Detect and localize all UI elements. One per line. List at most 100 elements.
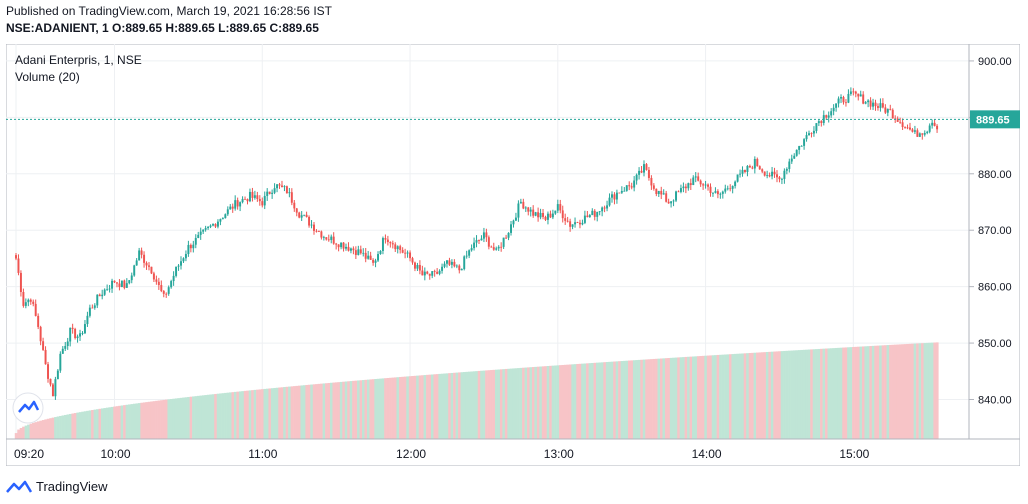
volume-bar: [857, 346, 860, 439]
volume-bar: [39, 420, 43, 439]
volume-bar: [733, 353, 737, 439]
low-value: 889.65: [229, 21, 267, 35]
volume-bar: [785, 350, 789, 439]
candle-body: [842, 97, 845, 103]
chart-frame[interactable]: 900.00890.00880.00870.00860.00850.00840.…: [5, 43, 1021, 467]
volume-bar: [847, 347, 850, 439]
volume-bar: [359, 380, 363, 439]
candle-body: [618, 192, 621, 194]
volume-bar: [716, 354, 720, 439]
candle-body: [369, 255, 372, 260]
tradingview-brand[interactable]: TradingView: [36, 479, 108, 494]
volume-bar: [123, 405, 126, 439]
candle-body: [583, 215, 586, 223]
candle-body: [815, 123, 818, 131]
candle-body: [601, 207, 604, 212]
volume-bar: [829, 348, 833, 439]
volume-bar: [588, 363, 592, 439]
volume-bar: [921, 343, 924, 439]
volume-bar: [91, 410, 94, 439]
volume-bar: [566, 364, 570, 439]
candle-body: [310, 224, 313, 226]
volume-bar: [551, 365, 555, 439]
price-chart[interactable]: 900.00890.00880.00870.00860.00850.00840.…: [5, 43, 1021, 467]
candle-body: [876, 106, 879, 108]
volume-bar: [310, 384, 314, 439]
volume-bar: [576, 363, 580, 439]
candle-body: [830, 111, 833, 116]
x-tick-label: 14:00: [692, 447, 722, 461]
volume-bar: [770, 351, 774, 439]
candle-body: [239, 202, 242, 207]
candle-body: [320, 231, 323, 238]
candle-body: [460, 269, 463, 271]
candle-body: [172, 275, 175, 282]
candle-body: [421, 270, 424, 276]
volume-bar: [679, 357, 683, 439]
candle-body: [497, 246, 500, 249]
volume-bar: [487, 370, 491, 439]
candle-body: [889, 108, 892, 110]
candle-body: [689, 183, 692, 186]
candle-body: [352, 248, 355, 251]
candle-body: [445, 260, 448, 264]
volume-bar: [339, 381, 343, 439]
published-caption: Published on TradingView.com, March 19, …: [6, 4, 332, 18]
candle-body: [743, 169, 746, 172]
volume-bar: [130, 404, 134, 439]
volume-bar: [568, 364, 572, 439]
candle-body: [854, 91, 857, 94]
volume-bar: [573, 364, 577, 439]
tradingview-badge[interactable]: [12, 392, 44, 424]
candle-body: [645, 164, 648, 170]
candle-body: [675, 191, 678, 201]
candle-body: [401, 249, 404, 253]
volume-bar: [728, 354, 732, 439]
volume-bar: [145, 402, 149, 439]
candle-body: [130, 275, 133, 281]
volume-bar: [844, 347, 848, 439]
volume-bar: [534, 366, 538, 439]
volume-bar: [849, 347, 853, 439]
candle-body: [406, 252, 409, 254]
volume-bar: [571, 364, 575, 439]
volume-bar: [706, 355, 710, 439]
candle-body: [148, 265, 150, 267]
volume-bar: [881, 345, 885, 439]
candle-body: [598, 211, 601, 213]
volume-bar: [812, 349, 816, 439]
candle-body: [108, 288, 111, 290]
candle-body: [734, 181, 737, 187]
volume-bar: [677, 357, 681, 439]
candle-body: [731, 186, 734, 189]
volume-bar: [674, 357, 678, 439]
volume-bar: [408, 376, 412, 439]
candle-body: [800, 145, 803, 147]
candle-body: [180, 261, 182, 266]
candle-body: [904, 127, 907, 128]
candle-body: [389, 242, 392, 244]
volume-bar: [197, 395, 200, 439]
volume-bar: [147, 401, 151, 439]
candle-body: [59, 353, 62, 371]
candle-body: [133, 265, 136, 276]
volume-bar: [746, 353, 749, 439]
candle-body: [386, 239, 389, 243]
candle-body: [47, 364, 50, 379]
candle-body: [662, 193, 665, 195]
volume-bar: [236, 391, 240, 439]
volume-bar: [325, 383, 328, 439]
volume-bar: [164, 399, 168, 439]
candle-body: [625, 185, 628, 191]
volume-bar: [438, 373, 442, 439]
candle-body: [495, 248, 498, 250]
volume-bar: [549, 365, 552, 439]
volume-bar: [852, 346, 855, 439]
candle-body: [729, 188, 732, 190]
volume-bar: [152, 401, 156, 439]
volume-bar: [46, 418, 50, 439]
volume-bar: [337, 382, 341, 439]
candle-body: [98, 294, 101, 297]
volume-bar: [802, 349, 806, 439]
candle-body: [716, 191, 719, 195]
